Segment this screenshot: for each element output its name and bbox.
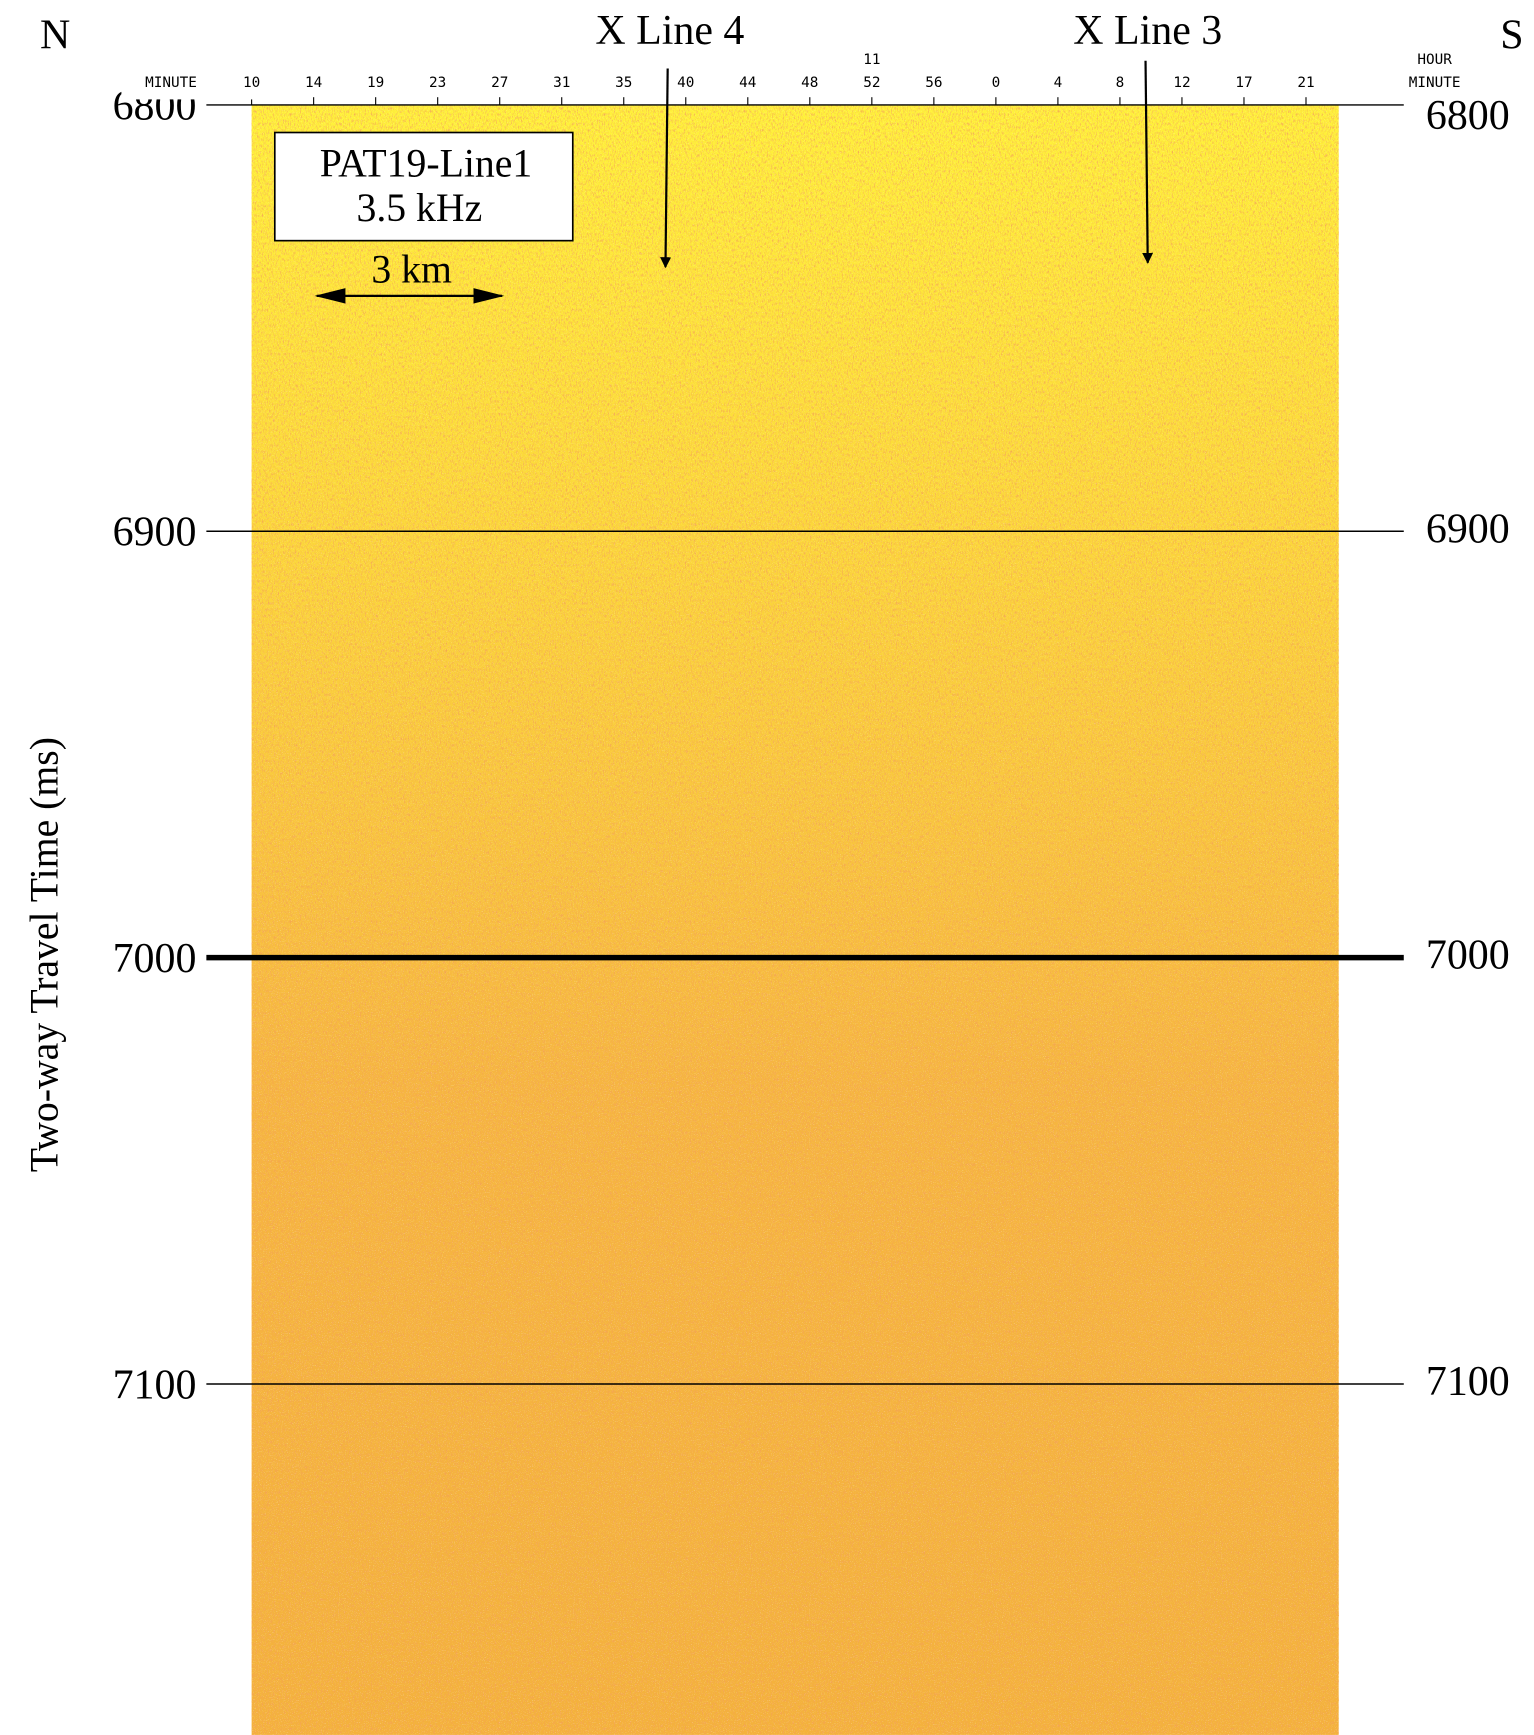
minute-label: 10: [243, 75, 260, 91]
minute-label: 44: [739, 75, 756, 91]
north-label: N: [40, 13, 70, 59]
minute-label: 52: [863, 75, 880, 91]
minute-label: 12: [1173, 75, 1190, 91]
minute-label: 4: [1054, 75, 1063, 91]
crossing-arrow: [1142, 60, 1154, 264]
y-tick-label: 7100: [1426, 1359, 1510, 1405]
y-tick-label: 6900: [1426, 506, 1510, 552]
minute-label: 31: [553, 75, 570, 91]
box-title: PAT19-Line1: [320, 142, 533, 186]
y-axis-label: Two-way Travel Time (ms): [22, 737, 66, 1172]
crossing-label: X Line 4: [595, 8, 744, 54]
minute-label: 40: [677, 75, 694, 91]
minute-label: 48: [801, 75, 818, 91]
crossing-label: X Line 3: [1073, 8, 1222, 54]
minute-label: 23: [429, 75, 446, 91]
minute-label: 8: [1116, 75, 1125, 91]
minute-label: 27: [491, 75, 508, 91]
scale-label: 3 km: [371, 248, 452, 292]
minute-label: 19: [367, 75, 384, 91]
minute-label: 17: [1235, 75, 1252, 91]
label-mask: [121, 88, 276, 100]
hour-label: 11: [863, 52, 880, 68]
y-tick-label: 7100: [113, 1362, 197, 1408]
minute-label: 0: [992, 75, 1001, 91]
minute-label: 35: [615, 75, 632, 91]
y-tick-label: 6900: [113, 510, 197, 556]
box-subtitle: 3.5 kHz: [356, 186, 482, 230]
crossing-arrow: [660, 68, 672, 269]
y-tick-label: 6800: [1426, 93, 1510, 139]
time-axis-label: MINUTE: [1409, 75, 1461, 91]
y-tick-label: 7000: [1426, 933, 1510, 979]
minute-label: 21: [1297, 75, 1314, 91]
south-label: S: [1500, 13, 1523, 59]
minute-label: 56: [925, 75, 942, 91]
y-tick-label: 7000: [113, 936, 197, 982]
profile-image: [251, 104, 1339, 1735]
time-axis-label: MINUTE: [145, 75, 197, 91]
time-axis-label: HOUR: [1417, 52, 1452, 68]
minute-label: 14: [305, 75, 322, 91]
label-box: [273, 131, 574, 242]
